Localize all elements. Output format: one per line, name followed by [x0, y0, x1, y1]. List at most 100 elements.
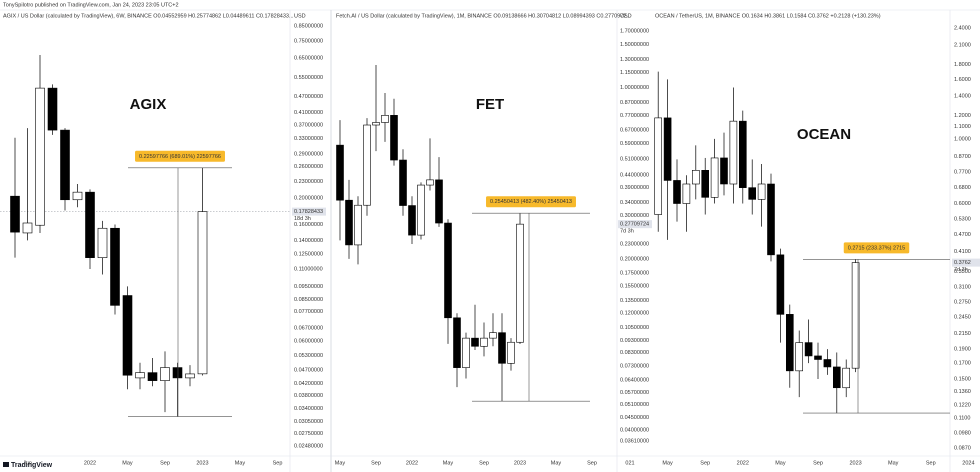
y-tick-label: 0.6000: [954, 201, 971, 207]
y-tick-label: 0.05300000: [294, 353, 323, 359]
y-tick-label: 0.29000000: [294, 151, 323, 157]
y-tick-label: 1.2000: [954, 113, 971, 119]
y-tick-label: 0.55000000: [294, 75, 323, 81]
x-tick-label: Jun: [23, 460, 32, 466]
x-tick-label: Sep: [479, 460, 489, 466]
candle-body: [426, 179, 434, 186]
y-tick-label: 0.3100: [954, 285, 971, 291]
candle-body: [185, 373, 195, 379]
candle-body: [757, 183, 766, 200]
measure-label: 0.25450413 (482.40%) 25450413: [490, 199, 572, 205]
candle-body: [804, 342, 813, 357]
y-tick-label: 1.8000: [954, 62, 971, 68]
y-tick-label: 2.1000: [954, 42, 971, 48]
x-tick-label: Sep: [273, 460, 283, 466]
candle-body: [710, 157, 719, 198]
y-tick-label: 0.39000000: [620, 185, 649, 191]
x-tick-label: May: [443, 460, 454, 466]
candle-body: [748, 187, 757, 200]
y-tick-label: 0.34000000: [620, 200, 649, 206]
y-tick-label: 0.04200000: [294, 381, 323, 387]
y-tick-label: 0.20000000: [620, 256, 649, 262]
candle-body: [390, 115, 398, 161]
x-tick-label: 021: [625, 460, 634, 466]
candle-body: [691, 170, 700, 185]
y-tick-label: 0.03400000: [294, 406, 323, 412]
y-tick-label: 1.4000: [954, 94, 971, 100]
last-price-box: [618, 220, 652, 229]
x-tick-label: 2023: [514, 460, 526, 466]
axis-unit: USD: [620, 13, 632, 19]
candle-body: [851, 262, 860, 369]
y-tick-label: 0.07700000: [294, 309, 323, 315]
x-tick-label: May: [888, 460, 899, 466]
candle-body: [832, 366, 841, 389]
symbol-label: FET: [476, 96, 504, 113]
candle-body: [767, 183, 775, 256]
y-tick-label: 0.30000000: [620, 213, 649, 219]
y-tick-label: 0.2150: [954, 331, 971, 337]
y-tick-label: 0.16000000: [294, 222, 323, 228]
y-tick-label: 0.08500000: [294, 297, 323, 303]
y-tick-label: 1.00000000: [620, 85, 649, 91]
candle-body: [122, 295, 133, 376]
y-tick-label: 0.26000000: [294, 164, 323, 170]
candle-body: [814, 355, 822, 360]
y-tick-label: 0.59000000: [620, 141, 649, 147]
x-tick-label: 2022: [737, 460, 749, 466]
x-tick-label: Sep: [160, 460, 170, 466]
last-price-label: 0.3762: [954, 260, 971, 266]
x-tick-label: Sep: [926, 460, 936, 466]
candle-body: [110, 227, 120, 306]
y-tick-label: 0.14000000: [294, 238, 323, 244]
chart-header: AGIX / US Dollar (calculated by TradingV…: [3, 13, 294, 19]
candle-body: [135, 372, 145, 379]
candle-body: [720, 157, 728, 185]
y-tick-label: 0.08300000: [620, 350, 649, 356]
measure-label: 0.2715 (233.37%) 2715: [848, 245, 906, 251]
candle-body: [85, 191, 95, 258]
last-price-label: 0.27709724: [620, 222, 649, 228]
symbol-label: OCEAN: [797, 126, 851, 143]
candle-body: [147, 372, 158, 381]
last-price-timer: 7d 3h: [954, 267, 968, 273]
candle-body: [336, 144, 344, 201]
y-tick-label: 0.87000000: [620, 100, 649, 106]
candle-body: [197, 211, 208, 375]
y-tick-label: 0.05700000: [620, 390, 649, 396]
measure-box: [135, 150, 225, 162]
candle-body: [489, 332, 497, 339]
y-tick-label: 2.4000: [954, 25, 971, 31]
y-tick-label: 0.02750000: [294, 431, 323, 437]
candle-body: [507, 341, 515, 364]
x-tick-label: 2024: [962, 460, 974, 466]
y-tick-label: 0.1500: [954, 376, 971, 382]
y-tick-label: 0.77000000: [620, 113, 649, 119]
y-tick-label: 0.44000000: [620, 172, 649, 178]
y-tick-label: 0.65000000: [294, 55, 323, 61]
candle-body: [453, 317, 461, 368]
y-tick-label: 0.06400000: [620, 378, 649, 384]
y-tick-label: 0.1100: [954, 416, 970, 422]
candle-body: [47, 87, 58, 131]
candle-body: [785, 314, 794, 372]
x-tick-label: May: [122, 460, 133, 466]
y-tick-label: 0.33000000: [294, 136, 323, 142]
y-tick-label: 0.1900: [954, 347, 971, 353]
candle-body: [823, 359, 832, 368]
y-tick-label: 0.85000000: [294, 23, 323, 29]
y-tick-label: 0.4700: [954, 232, 971, 238]
y-tick-label: 0.1700: [954, 361, 971, 367]
x-tick-label: Sep: [813, 460, 823, 466]
candle-body: [471, 337, 479, 347]
candle-body: [516, 223, 524, 343]
last-price-box: [952, 258, 980, 267]
x-tick-label: May: [335, 460, 346, 466]
x-tick-label: 2022: [406, 460, 418, 466]
candle-body: [97, 227, 108, 258]
y-tick-label: 1.6000: [954, 77, 971, 83]
chart-header: OCEAN / TetherUS, 1M, BINANCE O0.1634 H0…: [655, 13, 881, 19]
publisher-note: TonySpilotro published on TradingView.co…: [3, 2, 179, 8]
y-tick-label: 0.0870: [954, 445, 971, 451]
